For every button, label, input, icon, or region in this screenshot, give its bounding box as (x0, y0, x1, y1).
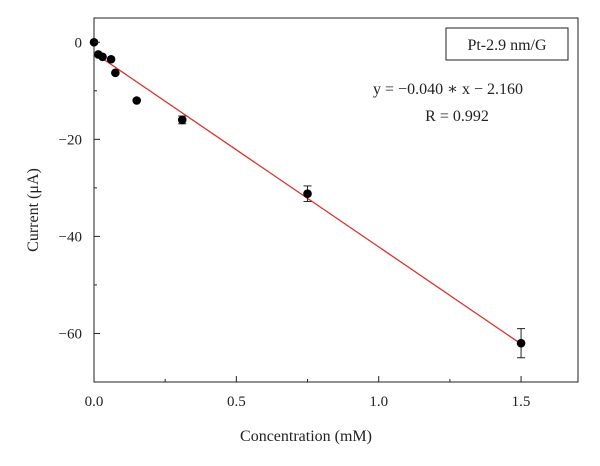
data-point (303, 189, 312, 198)
data-point (132, 96, 142, 105)
data-point (111, 68, 120, 78)
x-axis-label: Concentration (mM) (240, 428, 372, 445)
legend: Pt-2.9 nm/G (445, 27, 569, 61)
fit-equation: y = −0.040 ∗ x − 2.160 (373, 81, 523, 98)
plot-area-border (93, 17, 579, 383)
legend-entry: Pt-2.9 nm/G (467, 37, 547, 54)
x-tick-label: 0.0 (85, 394, 104, 410)
plot-frame (93, 17, 579, 383)
data-point (516, 338, 526, 348)
x-tick-label: 1.0 (369, 394, 388, 410)
data-point (106, 54, 116, 64)
ticks-layer: 0.0 0.5 1.0 1.5 0 −20 −40 −60 (59, 35, 531, 410)
y-axis-label: Current (μA) (25, 168, 42, 252)
y-tick-label: −20 (59, 132, 82, 148)
data-point (177, 115, 187, 125)
data-points-layer (89, 37, 526, 359)
data-point (98, 52, 107, 62)
y-tick-label: −60 (59, 326, 82, 342)
y-tick-label: 0 (75, 35, 83, 51)
x-tick-label: 1.5 (512, 394, 531, 410)
legend-box (445, 27, 569, 61)
x-tick-label: 0.5 (227, 394, 246, 410)
fit-r-value: R = 0.992 (425, 108, 489, 125)
y-tick-label: −40 (59, 229, 82, 245)
